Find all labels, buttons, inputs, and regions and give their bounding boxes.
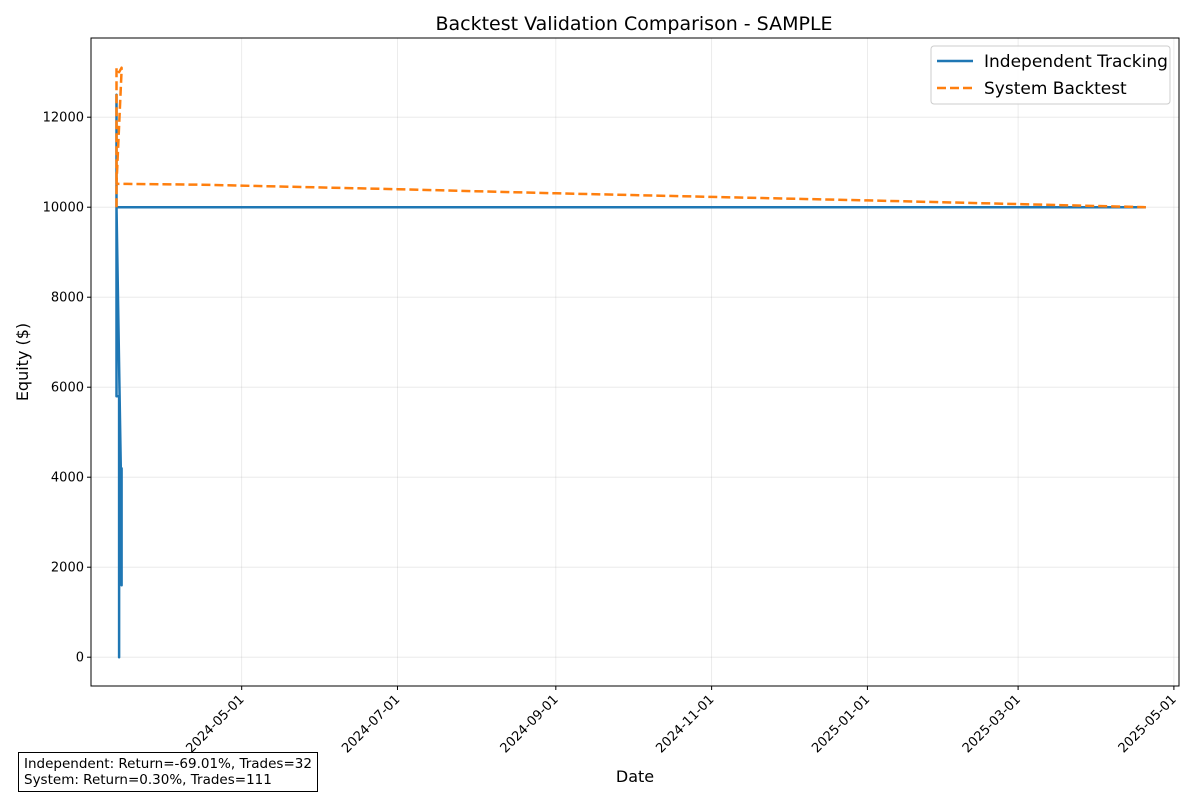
y-tick-label: 0 [76,651,84,666]
legend-label: System Backtest [984,79,1127,99]
legend-label: Independent Tracking [984,52,1168,72]
y-tick-label: 6000 [51,381,84,396]
y-tick-label: 4000 [51,471,84,486]
x-tick-label: 2025-01-01 [809,692,873,756]
grid [91,38,1179,686]
y-tick-label: 2000 [51,561,84,576]
stats-system: System: Return=0.30%, Trades=111 [24,772,272,788]
x-tick-label: 2024-11-01 [653,692,717,756]
legend-frame [930,45,1171,105]
chart-title: Backtest Validation Comparison - SAMPLE [435,13,832,35]
legend: Independent Tracking System Backtest [930,45,1171,105]
series-line-2 [115,66,1146,209]
x-tick-label: 2024-09-01 [498,692,562,756]
y-tick-label: 10000 [43,201,84,216]
x-axis-title: Date [616,767,654,786]
y-tick-label: 8000 [51,291,84,306]
x-tick-label: 2025-05-01 [1116,692,1180,756]
stats-box: Independent: Return=-69.01%, Trades=32 S… [18,752,318,792]
y-axis-title: Equity ($) [13,323,32,401]
series-lines [115,66,1146,659]
x-tick-label: 2024-07-01 [339,692,403,756]
x-tick-label: 2024-05-01 [183,692,247,756]
y-tick-label: 12000 [43,111,84,126]
stats-independent: Independent: Return=-69.01%, Trades=32 [24,756,312,772]
x-tick-label: 2025-03-01 [960,692,1024,756]
series-line-1 [115,93,1146,659]
axes-frame [90,37,1180,687]
